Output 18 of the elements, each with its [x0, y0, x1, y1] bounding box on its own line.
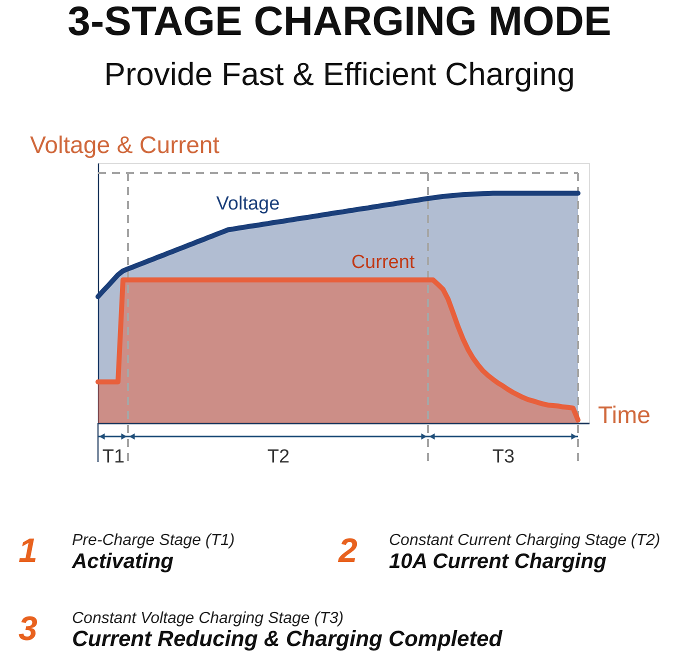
series-label: Voltage: [216, 194, 280, 215]
text: 3: [18, 610, 38, 648]
text: Activating: [71, 550, 174, 573]
text: Constant Voltage Charging Stage (T3): [72, 610, 344, 627]
chart-title: 3-STAGE CHARGING MODE: [68, 0, 612, 44]
text: 2: [338, 532, 358, 570]
x-tick-label: T2: [267, 446, 290, 468]
text: 10A Current Charging: [389, 550, 607, 573]
text: Constant Current Charging Stage (T2): [389, 532, 660, 549]
text: Time: [598, 402, 650, 429]
text: 1: [18, 532, 38, 570]
text: Pre-Charge Stage (T1): [72, 532, 235, 549]
series-label: Current: [351, 252, 416, 273]
text: Voltage & Current: [30, 132, 220, 159]
text: Current Reducing & Charging Completed: [72, 626, 503, 651]
x-tick-label: T3: [492, 446, 515, 468]
x-tick-label: T1: [102, 446, 125, 468]
chart-subtitle: Provide Fast & Efficient Charging: [104, 56, 575, 92]
